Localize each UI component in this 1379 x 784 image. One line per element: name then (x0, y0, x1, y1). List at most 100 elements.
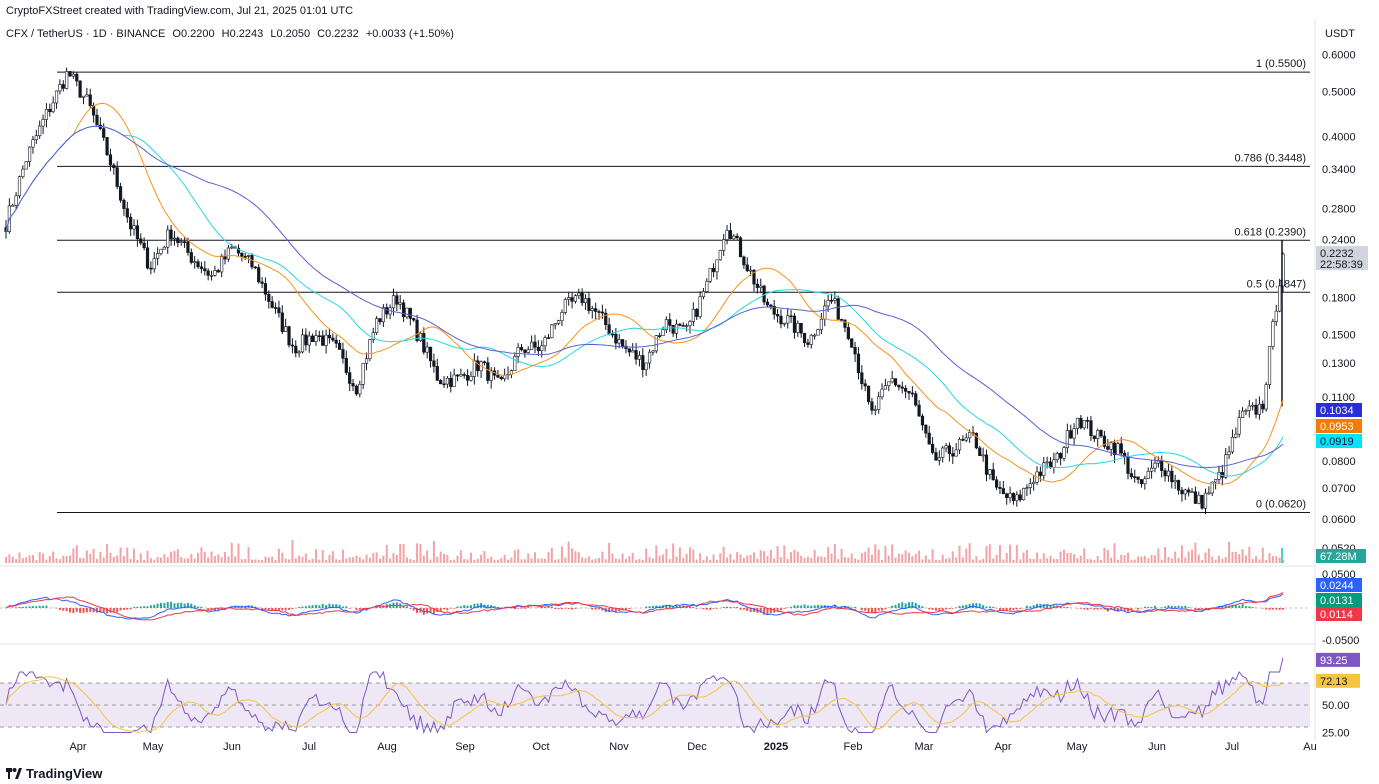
macd-histogram-bar (328, 603, 331, 608)
volume-bar (540, 558, 543, 563)
candle-body (466, 375, 470, 381)
macd-histogram-bar (614, 608, 617, 612)
candle-body (108, 154, 113, 166)
volume-bar (982, 558, 985, 563)
volume-bar (267, 557, 270, 563)
macd-histogram-bar (921, 606, 924, 608)
candle-body (142, 242, 146, 249)
volume-bar (638, 559, 641, 563)
macd-histogram-bar (1113, 608, 1116, 611)
volume-bar (261, 559, 264, 563)
volume-bar (99, 551, 102, 563)
x-axis-tick-label: Feb (844, 741, 863, 753)
candle-body (610, 333, 615, 336)
macd-histogram-bar (443, 608, 446, 610)
macd-histogram-bar (449, 608, 452, 609)
countdown-label: 22:58:39 (1320, 259, 1363, 271)
volume-bar (143, 559, 146, 563)
volume-bar (345, 558, 348, 563)
volume-bar (136, 559, 139, 563)
volume-bar (567, 541, 570, 563)
candle-body (68, 71, 72, 77)
volume-bar (672, 543, 675, 563)
macd-histogram-bar (1167, 605, 1170, 608)
macd-histogram-bar (139, 606, 142, 608)
volume-bar (763, 551, 766, 563)
volume-bar (277, 548, 280, 563)
candle-body (759, 285, 763, 288)
volume-bar (1039, 558, 1042, 563)
x-axis-tick-label: May (1067, 741, 1088, 753)
rsi-axis-tick: 50.00 (1322, 700, 1350, 712)
macd-histogram-bar (776, 608, 779, 612)
macd-histogram-bar (473, 603, 476, 608)
macd-histogram-bar (557, 608, 560, 610)
macd-histogram-bar (564, 608, 567, 609)
candle-body (735, 235, 739, 239)
candle-body (910, 392, 914, 395)
volume-bar (1056, 558, 1059, 563)
macd-histogram-bar (72, 608, 75, 614)
macd-histogram-bar (803, 604, 806, 608)
volume-bars (5, 540, 1284, 563)
volume-bar (813, 549, 816, 563)
candle-body (1075, 417, 1080, 429)
macd-histogram-bar (176, 602, 179, 608)
volume-bar (55, 558, 58, 563)
candle-body (627, 348, 631, 353)
volume-bar (210, 551, 213, 563)
macd-histogram-bar (675, 605, 678, 608)
volume-bar (810, 557, 813, 563)
x-axis-tick-label: 2025 (764, 741, 788, 753)
candle-body (1163, 470, 1167, 477)
macd-histogram-bar (854, 607, 857, 608)
macd-histogram-bar (1127, 608, 1130, 612)
candle-body (944, 445, 948, 449)
macd-histogram-bar (496, 606, 499, 608)
volume-bar (244, 559, 247, 563)
volume-bar (304, 553, 307, 563)
candle-body (125, 208, 129, 218)
volume-bar (655, 545, 658, 563)
macd-histogram-bar (42, 605, 45, 608)
volume-bar (907, 552, 910, 563)
macd-histogram-bar (746, 608, 749, 611)
macd-histogram-bar (901, 602, 904, 608)
volume-bar (560, 546, 563, 563)
macd-histogram-bar (874, 608, 877, 614)
macd-histogram-bar (1009, 608, 1012, 611)
macd-histogram-bar (25, 606, 28, 608)
candle-body (75, 73, 79, 82)
macd-histogram-bar (1164, 606, 1167, 608)
macd-histogram-bar (904, 603, 907, 608)
volume-bar (793, 549, 796, 563)
macd-histogram-bar (456, 606, 459, 608)
candle-body (654, 335, 658, 352)
candle-body (226, 247, 230, 260)
candle-body (883, 385, 888, 390)
candle-body (1254, 404, 1258, 415)
candle-body (1166, 470, 1171, 477)
macd-histogram-bar (749, 608, 752, 613)
candle-body (462, 374, 466, 376)
candle-body (48, 108, 52, 113)
candle-body (1160, 460, 1164, 471)
candle-body (833, 298, 837, 302)
volume-bar (156, 557, 159, 563)
volume-bar (608, 542, 611, 563)
volume-bar (843, 557, 846, 563)
macd-histogram-bar (793, 605, 796, 608)
volume-bar (1116, 559, 1119, 563)
volume-bar (382, 555, 385, 563)
candle-body (54, 90, 59, 104)
fib-level-label: 0.786 (0.3448) (1234, 152, 1306, 164)
volume-bar (1184, 557, 1187, 563)
candle-body (786, 315, 790, 324)
candle-body (563, 299, 567, 313)
macd-histogram-bar (975, 603, 978, 608)
candle-body (152, 258, 156, 270)
candle-body (1271, 321, 1275, 347)
macd-histogram-bar (1180, 606, 1183, 608)
macd-histogram-bar (1201, 608, 1204, 610)
